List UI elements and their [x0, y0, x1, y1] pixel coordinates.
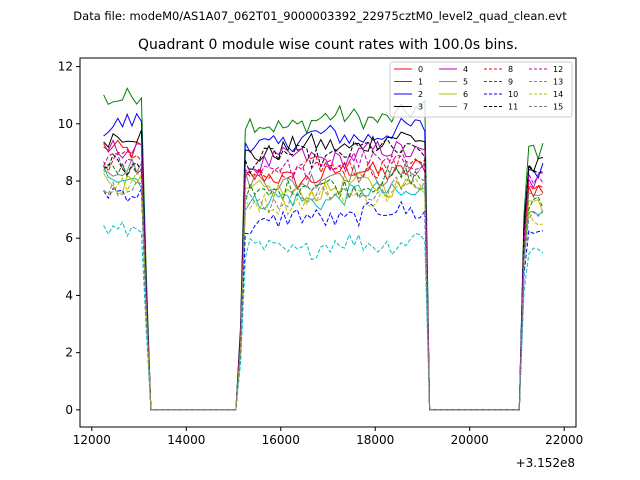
- legend-label-1: 1: [418, 78, 423, 87]
- y-tick-label: 8: [65, 174, 73, 188]
- legend-label-14: 14: [553, 90, 563, 99]
- legend-label-0: 0: [418, 65, 423, 74]
- y-tick-label: 6: [65, 231, 73, 245]
- x-axis: 12000 14000 16000 18000 20000 22000: [73, 427, 583, 447]
- x-tick-label: 18000: [356, 433, 394, 447]
- y-axis: 0 2 4 6 8 10 12: [58, 60, 80, 417]
- axes-frame: [79, 57, 577, 428]
- y-tick-label: 4: [65, 288, 73, 302]
- legend-label-15: 15: [553, 103, 563, 112]
- x-tick-label: 16000: [262, 433, 300, 447]
- legend-label-2: 2: [418, 90, 423, 99]
- x-tick-label: 14000: [167, 433, 205, 447]
- legend-label-9: 9: [508, 78, 513, 87]
- x-tick-label: 20000: [451, 433, 489, 447]
- legend-label-4: 4: [463, 65, 468, 74]
- legend-label-8: 8: [508, 65, 513, 74]
- chart-suptitle: Data file: modeM0/AS1A07_062T01_90000033…: [73, 9, 567, 23]
- legend-box: [389, 61, 573, 118]
- x-tick-label: 22000: [545, 433, 583, 447]
- legend-label-12: 12: [553, 65, 563, 74]
- series-line-15: [103, 173, 544, 411]
- legend-label-5: 5: [463, 78, 468, 87]
- x-tick-label: 12000: [73, 433, 111, 447]
- y-tick-label: 10: [58, 117, 73, 131]
- legend-label-3: 3: [418, 103, 423, 112]
- plot-area: [80, 58, 576, 427]
- legend-label-7: 7: [463, 103, 468, 112]
- x-offset-label: +3.152e8: [516, 456, 575, 470]
- y-tick-label: 2: [65, 346, 73, 360]
- y-tick-label: 12: [58, 60, 73, 74]
- chart-title: Quadrant 0 module wise count rates with …: [138, 37, 518, 53]
- series-layer: [103, 87, 544, 411]
- y-tick-label: 0: [65, 403, 73, 417]
- legend-label-13: 13: [553, 78, 563, 87]
- legend-label-10: 10: [508, 90, 518, 99]
- legend-label-11: 11: [508, 103, 518, 112]
- legend-label-6: 6: [463, 90, 468, 99]
